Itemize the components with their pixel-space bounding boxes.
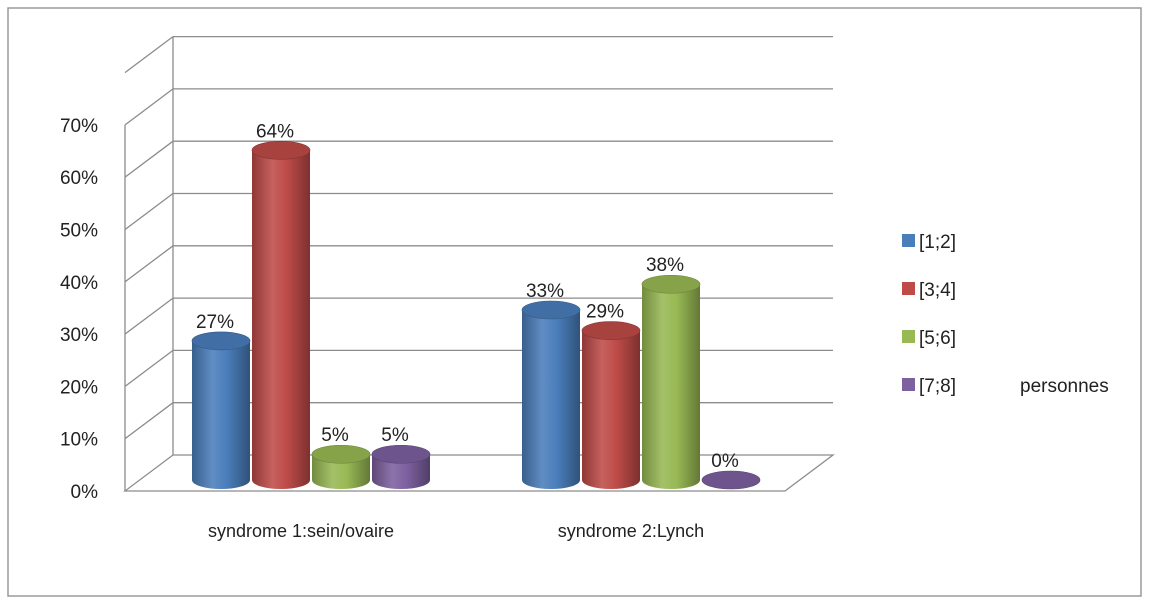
bars (191, 141, 761, 490)
bar-2-2 (581, 321, 641, 489)
legend-swatch (902, 330, 915, 343)
chart-frame (7, 7, 1142, 597)
bar-2-4 (701, 470, 761, 490)
data-label: 64% (256, 121, 294, 142)
bar-top (371, 444, 431, 464)
data-label: 38% (646, 255, 684, 276)
legend-label: [7;8] (919, 376, 956, 397)
y-tick-label: 10% (60, 430, 98, 451)
bar-1-1 (191, 331, 251, 489)
legend-item: [5;6] (902, 328, 956, 349)
data-label: 0% (711, 451, 739, 472)
bar-top (701, 470, 761, 490)
legend-note: personnes (1020, 376, 1109, 397)
data-label: 5% (381, 425, 409, 446)
legend: [1;2] [3;4] [5;6] [7;8] personnes (902, 232, 1109, 397)
bar-2-3 (641, 274, 701, 489)
y-tick-label: 20% (60, 377, 98, 398)
x-tick-label: syndrome 1:sein/ovaire (208, 521, 394, 541)
bar-top (581, 321, 641, 340)
y-tick-label: 70% (60, 116, 98, 137)
y-tick-label: 50% (60, 221, 98, 242)
legend-swatch (902, 378, 915, 391)
bar-1-3 (311, 444, 371, 489)
legend-item: [3;4] (902, 280, 956, 301)
data-labels: 27% 64% 5% 5% 33% 29% 38% 0% (196, 121, 739, 472)
legend-item: [7;8] (902, 376, 956, 397)
legend-swatch (902, 234, 915, 247)
legend-label: [5;6] (919, 328, 956, 349)
x-tick-label: syndrome 2:Lynch (558, 521, 704, 541)
x-axis: syndrome 1:sein/ovaire syndrome 2:Lynch (208, 521, 704, 541)
bar-top (251, 141, 311, 160)
y-tick-label: 40% (60, 273, 98, 294)
legend-label: [3;4] (919, 280, 956, 301)
bar-2-1 (521, 300, 581, 489)
bar-top (641, 274, 701, 294)
bar-top (521, 300, 581, 320)
bar-top (191, 331, 251, 351)
legend-item: [1;2] (902, 232, 956, 253)
data-label: 29% (586, 302, 624, 323)
y-axis: 0% 10% 20% 30% 40% 50% 60% 70% (60, 116, 98, 503)
y-tick-label: 30% (60, 325, 98, 346)
y-tick-label: 60% (60, 168, 98, 189)
data-label: 5% (321, 425, 349, 446)
bar-1-4 (371, 444, 431, 489)
bar-top (311, 444, 371, 464)
chart-floor (123, 454, 835, 492)
legend-swatch (902, 282, 915, 295)
y-tick-label: 0% (71, 482, 99, 503)
legend-label: [1;2] (919, 232, 956, 253)
data-label: 33% (526, 281, 564, 302)
data-label: 27% (196, 312, 234, 333)
bar-1-2 (251, 141, 311, 490)
